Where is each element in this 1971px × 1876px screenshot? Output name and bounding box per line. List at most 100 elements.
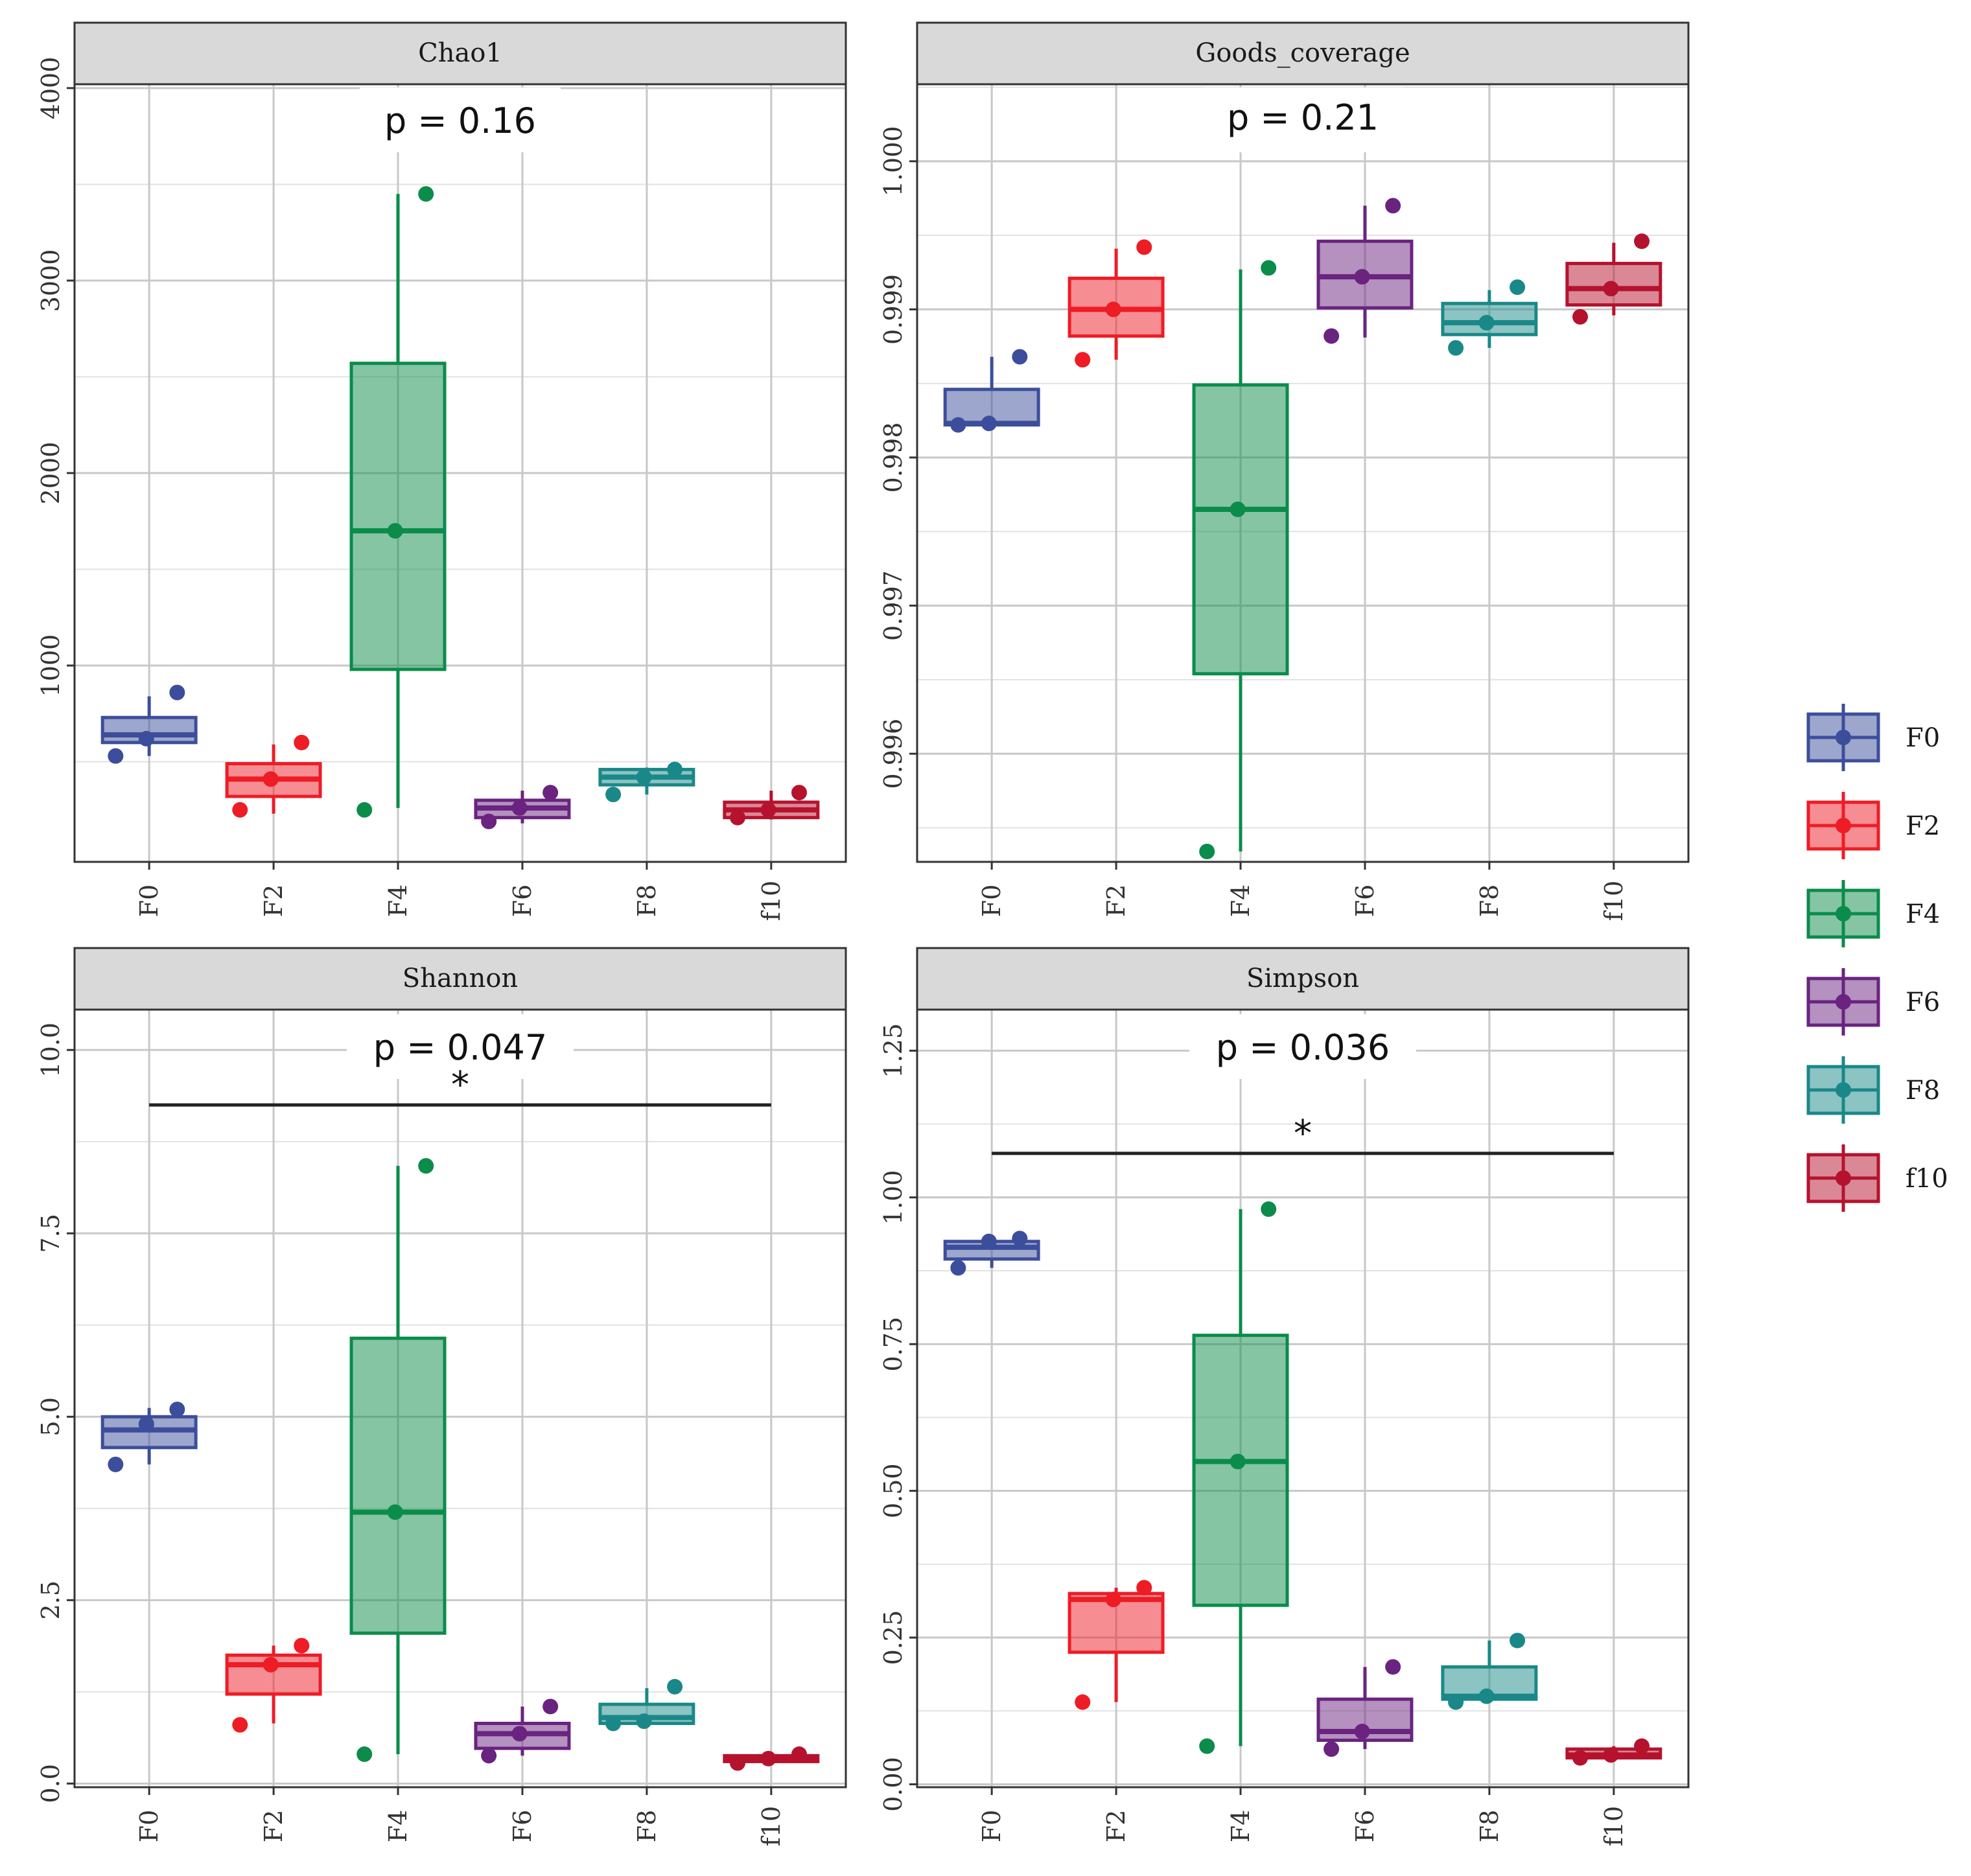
data-point <box>1012 349 1028 365</box>
data-point <box>262 1656 279 1673</box>
data-point <box>950 417 966 433</box>
facet-strip <box>73 21 847 86</box>
x-tick-label: f10 <box>1600 881 1628 921</box>
data-point <box>1324 328 1340 344</box>
y-tick-label: 0.999 <box>879 274 907 345</box>
box-F4 <box>349 362 447 671</box>
x-tick-label: F8 <box>633 1810 661 1843</box>
facet-panel-simpson: Simpson 0.000.250.500.751.001.25 F0 F2 F4 F… <box>879 947 1690 1846</box>
x-tick-label: F2 <box>1102 885 1130 918</box>
data-point <box>981 1233 997 1249</box>
y-tick-label: 0.998 <box>879 423 907 493</box>
data-point <box>481 813 497 829</box>
points <box>108 1158 808 1771</box>
y-tick-label: 0.0 <box>36 1764 65 1803</box>
data-point <box>169 684 185 701</box>
facet-title: Simpson <box>1246 964 1359 993</box>
data-point <box>730 809 746 826</box>
y-tick-label: 7.5 <box>36 1214 65 1253</box>
x-tick-label: F0 <box>135 1810 163 1843</box>
data-point <box>481 1748 497 1764</box>
data-point <box>1510 1632 1526 1649</box>
data-point <box>667 761 683 778</box>
x-axis: F0 F2 F4 F6 F8 f10 <box>977 862 1628 921</box>
legend-key-point <box>1836 730 1851 745</box>
x-tick-label: F6 <box>1351 885 1379 918</box>
p-value-background <box>1189 1014 1416 1079</box>
legend-label: F6 <box>1906 988 1940 1017</box>
data-point <box>1572 308 1589 325</box>
facet-panel-shannon: Shannon 0.0 2.5 5.0 7.5 10.0 F0 F2 F4 F6 F8 f10 p… <box>36 947 847 1846</box>
data-point <box>511 800 528 816</box>
boxes <box>943 1209 1662 1760</box>
data-point <box>760 1750 776 1766</box>
data-point <box>418 186 434 202</box>
data-point <box>542 1698 559 1715</box>
data-point <box>138 730 154 747</box>
data-point <box>1105 301 1121 318</box>
data-point <box>294 1638 310 1654</box>
y-tick-label: 2.5 <box>36 1581 65 1619</box>
y-tick-label: 5.0 <box>36 1397 65 1436</box>
data-point <box>1603 281 1619 297</box>
legend-key-point <box>1836 1082 1851 1098</box>
y-tick-label: 4000 <box>36 57 65 120</box>
data-point <box>356 1746 373 1763</box>
y-axis: 0.0 2.5 5.0 7.5 10.0 <box>36 1023 75 1803</box>
y-tick-label: 0.25 <box>879 1610 907 1665</box>
points <box>950 1201 1650 1766</box>
legend-label: F0 <box>1906 723 1940 753</box>
data-point <box>730 1755 746 1771</box>
panel-border <box>916 1008 1690 1789</box>
legend-label: f10 <box>1906 1164 1948 1194</box>
box-F4 <box>1192 383 1289 676</box>
y-tick-label: 1.25 <box>879 1023 907 1078</box>
legend: F0 F2 F4 F6 F8 f10 <box>1806 704 1948 1212</box>
data-point <box>1075 352 1091 368</box>
x-tick-label: F4 <box>1226 1810 1255 1843</box>
data-point <box>169 1401 185 1417</box>
facet-strip <box>916 947 1690 1011</box>
p-value-label: p = 0.16 <box>384 100 536 141</box>
data-point <box>1603 1747 1619 1763</box>
data-point <box>1510 279 1526 295</box>
data-point <box>1572 1750 1589 1766</box>
points <box>950 198 1650 859</box>
data-point <box>418 1158 434 1174</box>
x-tick-label: F0 <box>977 1810 1006 1843</box>
points <box>108 186 808 829</box>
legend-key-point <box>1836 1170 1851 1186</box>
data-point <box>511 1726 528 1742</box>
x-tick-label: F4 <box>384 885 412 918</box>
data-point <box>1261 1201 1277 1217</box>
y-tick-label: 0.75 <box>879 1317 907 1372</box>
p-value-label: p = 0.21 <box>1227 97 1379 138</box>
data-point <box>1136 1580 1152 1596</box>
data-point <box>387 1504 403 1520</box>
data-point <box>791 1746 808 1763</box>
p-value-label: p = 0.036 <box>1216 1027 1390 1068</box>
p-value-label: p = 0.047 <box>373 1027 547 1068</box>
significance: * <box>992 1113 1614 1155</box>
legend-label: F2 <box>1906 811 1940 841</box>
data-point <box>1448 1694 1464 1710</box>
significance-star: * <box>451 1064 469 1106</box>
data-point <box>1634 233 1650 249</box>
data-point <box>1478 315 1495 330</box>
data-point <box>1230 1453 1246 1470</box>
box-F4 <box>1192 1334 1289 1607</box>
x-tick-label: F6 <box>508 1810 537 1843</box>
x-tick-label: F2 <box>1102 1810 1130 1843</box>
x-tick-label: F8 <box>1475 1810 1504 1843</box>
data-point <box>1261 260 1277 276</box>
data-point <box>636 769 652 785</box>
panel-border <box>73 1008 847 1789</box>
y-tick-label: 0.00 <box>879 1757 907 1812</box>
data-point <box>636 1713 652 1730</box>
data-point <box>108 1456 124 1472</box>
data-point <box>138 1416 154 1432</box>
y-tick-label: 0.50 <box>879 1463 907 1518</box>
y-tick-label: 0.996 <box>879 719 907 789</box>
